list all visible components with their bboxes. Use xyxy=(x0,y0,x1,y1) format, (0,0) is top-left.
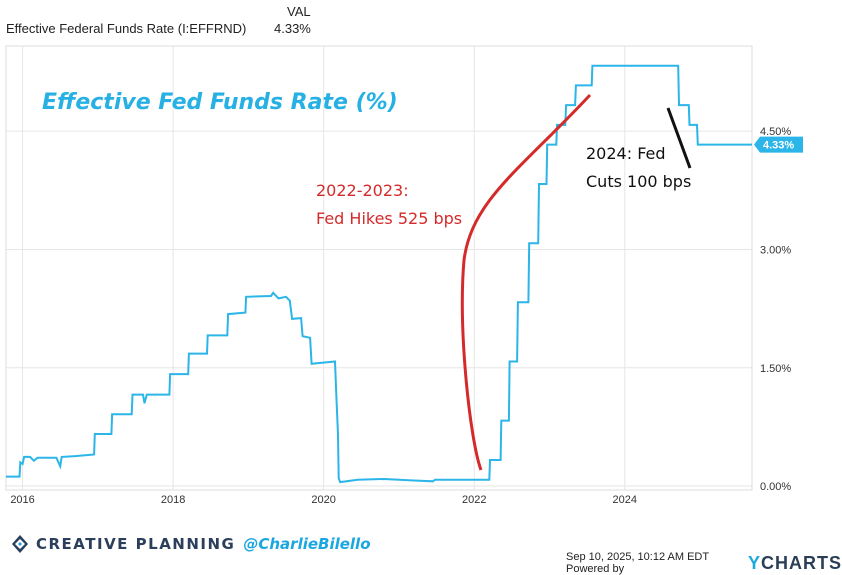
x-tick-label: 2024 xyxy=(613,494,637,506)
y-tick-label: 4.50% xyxy=(760,126,791,138)
y-tick-label: 0.00% xyxy=(760,481,791,493)
last-value-badge-shape xyxy=(754,136,803,153)
ycharts-logo-rest: CHARTS xyxy=(761,552,842,573)
author-handle[interactable]: @CharlieBilello xyxy=(243,535,371,553)
legend-series-name[interactable]: Effective Federal Funds Rate (I:EFFRND) xyxy=(6,21,247,36)
x-tick-label: 2022 xyxy=(462,494,486,506)
ycharts-logo-y: Y xyxy=(747,552,761,573)
legend-series-value: 4.33% xyxy=(274,21,311,36)
series-line-effr[interactable] xyxy=(6,64,752,484)
y-tick-label: 3.00% xyxy=(760,244,791,256)
footer-brand: CREATIVE PLANNING @CharlieBilello xyxy=(10,534,371,554)
creative-planning-logo-icon xyxy=(12,535,28,553)
brand-name: CREATIVE PLANNING xyxy=(36,535,236,553)
hike-annotation-line-1: 2022-2023: xyxy=(316,181,409,200)
footer-meta: Sep 10, 2025, 10:12 AM EDT Powered by YC… xyxy=(566,551,842,575)
legend-column-header: VAL xyxy=(287,4,311,19)
cut-annotation-line-2: Cuts 100 bps xyxy=(586,172,691,191)
cut-annotation-line-1: 2024: Fed xyxy=(586,144,666,163)
last-value-badge-label: 4.33% xyxy=(763,140,794,152)
x-tick-label: 2016 xyxy=(10,494,34,506)
x-tick-label: 2020 xyxy=(311,494,335,506)
y-tick-label: 1.50% xyxy=(760,363,791,375)
hike-annotation-line-2: Fed Hikes 525 bps xyxy=(316,209,462,228)
ycharts-logo[interactable]: YCHARTS xyxy=(748,553,842,574)
x-tick-label: 2018 xyxy=(161,494,185,506)
cut-annotation-arrow xyxy=(666,107,692,169)
hike-annotation-arrow xyxy=(460,93,592,471)
plot-border xyxy=(5,45,753,491)
chart-title: Effective Fed Funds Rate (%) xyxy=(42,90,398,115)
last-value-badge: 4.33% xyxy=(754,136,803,153)
timestamp: Sep 10, 2025, 10:12 AM EDT Powered by xyxy=(566,551,709,575)
